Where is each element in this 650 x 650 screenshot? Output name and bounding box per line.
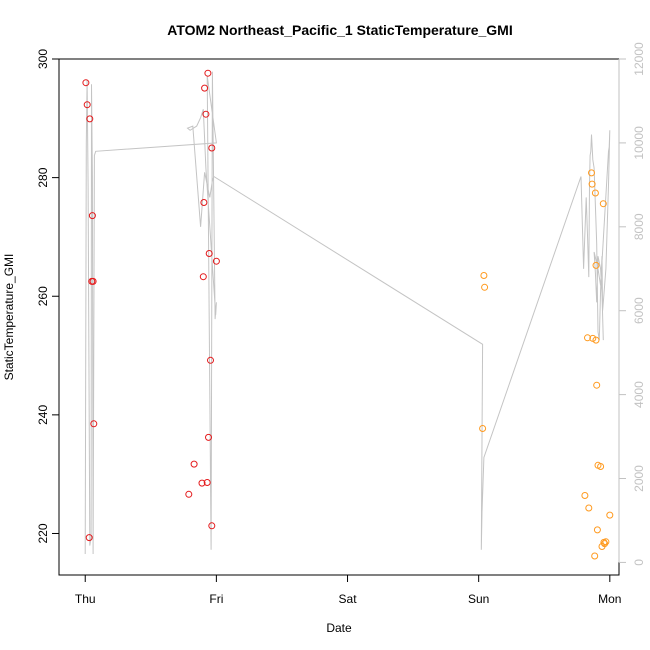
y2-tick-label: 0 xyxy=(632,559,646,566)
data-point xyxy=(591,552,599,560)
data-point xyxy=(581,492,589,499)
data-point xyxy=(88,277,96,285)
data-point xyxy=(593,381,601,389)
data-point xyxy=(597,463,605,470)
y2-tick-label: 6000 xyxy=(632,297,646,324)
data-point xyxy=(201,84,209,92)
data-point xyxy=(479,425,487,432)
data-point xyxy=(591,189,599,197)
data-point xyxy=(88,212,96,220)
series-line xyxy=(84,71,611,555)
data-point xyxy=(90,420,98,428)
data-point xyxy=(480,272,488,279)
data-point xyxy=(588,169,595,177)
y-tick-label: 240 xyxy=(36,405,50,425)
data-point xyxy=(212,257,220,265)
y-axis-left: 220 240 260 280 300 xyxy=(36,49,60,543)
y2-tick-label: 12000 xyxy=(632,42,646,76)
data-point xyxy=(203,479,211,486)
data-point xyxy=(481,283,489,291)
data-point xyxy=(592,261,600,269)
plot-frame xyxy=(58,58,620,576)
data-point xyxy=(185,490,193,498)
data-point xyxy=(599,200,607,208)
data-point xyxy=(606,511,614,519)
data-point xyxy=(593,526,601,534)
data-point xyxy=(588,180,596,188)
y-tick-label: 260 xyxy=(36,286,50,306)
data-point xyxy=(600,538,608,546)
y2-tick-label: 2000 xyxy=(632,465,646,492)
data-point xyxy=(208,144,216,152)
data-point xyxy=(199,273,207,281)
x-tick-label: Mon xyxy=(598,592,621,606)
data-point xyxy=(200,199,208,206)
data-point xyxy=(204,69,212,77)
data-point xyxy=(85,534,93,542)
x-tick-label: Fri xyxy=(209,592,223,606)
y2-tick-label: 8000 xyxy=(632,213,646,240)
data-point xyxy=(198,479,206,487)
y2-tick-label: 10000 xyxy=(632,126,646,160)
data-point xyxy=(202,110,210,118)
y-tick-label: 220 xyxy=(36,523,50,543)
data-point xyxy=(585,504,593,512)
data-point xyxy=(205,433,212,441)
x-tick-label: Sun xyxy=(468,592,489,606)
data-point xyxy=(589,334,597,342)
y-tick-label: 300 xyxy=(36,49,50,69)
y2-tick-label: 4000 xyxy=(632,381,646,408)
data-point xyxy=(207,356,214,364)
data-point xyxy=(190,460,198,468)
x-tick-label: Sat xyxy=(339,592,358,606)
data-point xyxy=(83,101,91,109)
y-axis-label: StaticTemperature_GMI xyxy=(2,254,16,381)
data-point xyxy=(584,334,591,342)
data-point xyxy=(208,522,216,530)
x-axis-label: Date xyxy=(326,621,352,635)
x-axis: Thu Fri Sat Sun Mon xyxy=(75,574,621,606)
data-point xyxy=(82,79,90,87)
y-tick-label: 280 xyxy=(36,167,50,187)
trace-layer xyxy=(84,71,611,555)
y-axis-right: 0 2000 4000 6000 8000 10000 12000 xyxy=(618,42,646,566)
data-point xyxy=(86,115,94,123)
data-point xyxy=(205,250,213,257)
points-layer xyxy=(82,69,614,560)
chart-title: ATOM2 Northeast_Pacific_1 StaticTemperat… xyxy=(167,22,512,38)
data-point xyxy=(598,543,606,550)
x-tick-label: Thu xyxy=(75,592,96,606)
